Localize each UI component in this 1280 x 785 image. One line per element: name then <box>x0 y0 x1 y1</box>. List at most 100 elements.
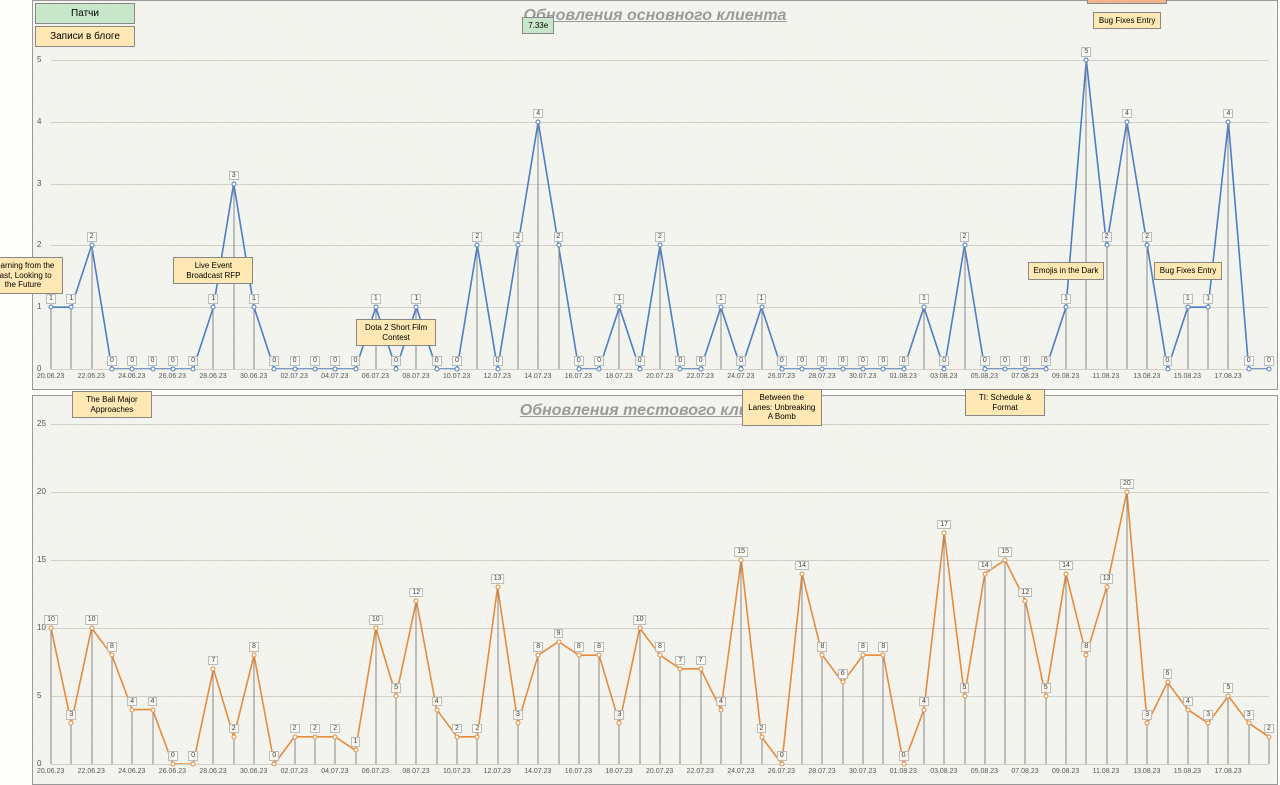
data-point <box>698 367 703 372</box>
data-label: 8 <box>249 642 259 652</box>
data-point <box>130 707 135 712</box>
x-tick-label: 28.06.23 <box>199 768 226 775</box>
data-label: 0 <box>1244 356 1254 366</box>
drop-line <box>761 737 762 764</box>
drop-line <box>375 628 376 764</box>
data-label: 0 <box>858 356 868 366</box>
data-point <box>1043 694 1048 699</box>
data-label: 0 <box>777 356 787 366</box>
x-tick-label: 10.07.23 <box>443 373 470 380</box>
drop-line <box>1147 245 1148 369</box>
data-label: 1 <box>208 294 218 304</box>
data-point <box>678 367 683 372</box>
data-point <box>1185 305 1190 310</box>
data-point <box>617 305 622 310</box>
data-label: 3 <box>614 710 624 720</box>
data-point <box>536 653 541 658</box>
drop-line <box>111 655 112 764</box>
x-tick-label: 14.07.23 <box>524 768 551 775</box>
data-point <box>962 694 967 699</box>
drop-line <box>923 710 924 764</box>
drop-line <box>254 307 255 369</box>
data-label: 12 <box>409 588 423 598</box>
data-point <box>1043 367 1048 372</box>
main-chart-panel: Обновления основного клиентаПатчиЗаписи … <box>32 0 1278 390</box>
data-label: 0 <box>107 356 117 366</box>
data-label: 20 <box>1120 479 1134 489</box>
data-label: 7 <box>208 656 218 666</box>
drop-line <box>700 669 701 764</box>
drop-line <box>477 737 478 764</box>
data-point <box>69 721 74 726</box>
x-tick-label: 15.08.23 <box>1174 768 1201 775</box>
data-label: 0 <box>493 356 503 366</box>
x-tick-label: 07.08.23 <box>1011 768 1038 775</box>
data-label: 2 <box>229 724 239 734</box>
data-label: 5 <box>1081 47 1091 57</box>
data-label: 0 <box>635 356 645 366</box>
x-tick-label: 22.06.23 <box>78 373 105 380</box>
drop-line <box>660 245 661 369</box>
callout-blog: TI: Schedule & Format <box>965 389 1045 416</box>
drop-line <box>964 245 965 369</box>
data-point <box>718 707 723 712</box>
x-tick-label: 07.08.23 <box>1011 373 1038 380</box>
data-label: 8 <box>533 642 543 652</box>
data-point <box>840 680 845 685</box>
data-label: 0 <box>290 356 300 366</box>
drop-line <box>517 245 518 369</box>
data-label: 9 <box>554 629 564 639</box>
data-label: 5 <box>1223 683 1233 693</box>
data-label: 8 <box>574 642 584 652</box>
x-tick-label: 04.07.23 <box>321 768 348 775</box>
data-point <box>1165 367 1170 372</box>
drop-line <box>477 245 478 369</box>
data-point <box>475 734 480 739</box>
data-point <box>820 653 825 658</box>
callout-blog: The Bali Major Approaches <box>72 391 152 418</box>
x-tick-label: 05.08.23 <box>971 373 998 380</box>
data-point <box>312 734 317 739</box>
x-tick-label: 09.08.23 <box>1052 768 1079 775</box>
x-tick-label: 26.07.23 <box>768 768 795 775</box>
data-point <box>515 243 520 248</box>
x-tick-label: 20.06.23 <box>37 373 64 380</box>
data-label: 8 <box>1081 642 1091 652</box>
data-label: 12 <box>1018 588 1032 598</box>
x-tick-label: 12.07.23 <box>484 373 511 380</box>
x-tick-label: 17.08.23 <box>1214 768 1241 775</box>
data-point <box>89 243 94 248</box>
drop-line <box>233 737 234 764</box>
data-label: 10 <box>369 615 383 625</box>
data-label: 8 <box>655 642 665 652</box>
data-point <box>515 721 520 726</box>
drop-line <box>396 696 397 764</box>
data-point <box>1104 585 1109 590</box>
data-point <box>191 762 196 767</box>
data-label: 4 <box>716 697 726 707</box>
data-point <box>49 305 54 310</box>
data-label: 0 <box>168 751 178 761</box>
data-point <box>597 653 602 658</box>
data-point <box>394 694 399 699</box>
data-label: 1 <box>1061 294 1071 304</box>
data-point <box>353 367 358 372</box>
y-tick-label: 4 <box>37 117 41 126</box>
drop-line <box>1126 122 1127 369</box>
data-point <box>414 598 419 603</box>
data-point <box>211 305 216 310</box>
x-tick-label: 20.06.23 <box>37 768 64 775</box>
data-label: 0 <box>899 751 909 761</box>
data-label: 17 <box>937 520 951 530</box>
data-label: 0 <box>939 356 949 366</box>
data-point <box>759 734 764 739</box>
data-label: 2 <box>310 724 320 734</box>
data-label: 0 <box>736 356 746 366</box>
data-point <box>1206 305 1211 310</box>
x-tick-label: 08.07.23 <box>402 373 429 380</box>
data-label: 5 <box>960 683 970 693</box>
data-point <box>617 721 622 726</box>
data-point <box>840 367 845 372</box>
data-label: 1 <box>351 737 361 747</box>
x-tick-label: 02.07.23 <box>281 373 308 380</box>
